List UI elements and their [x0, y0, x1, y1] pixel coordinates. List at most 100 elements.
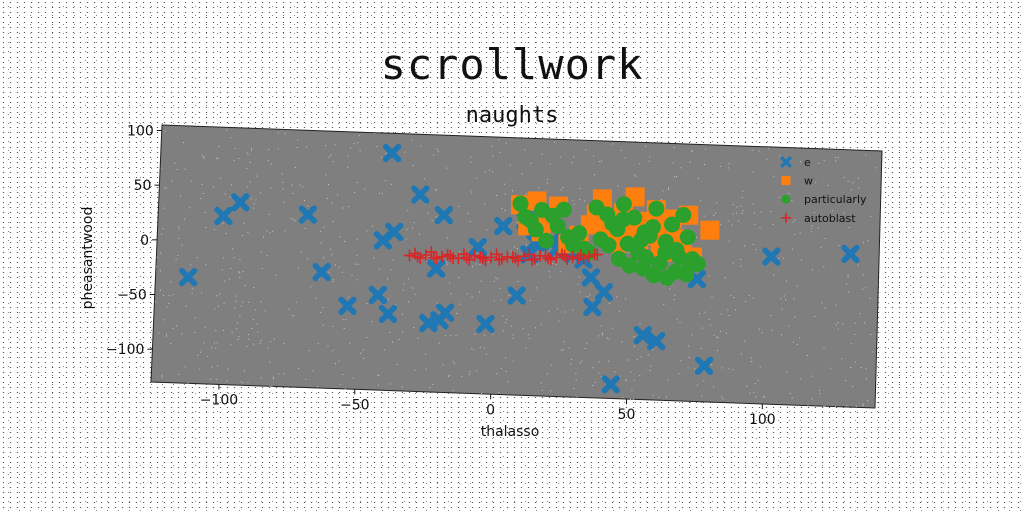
data-point — [512, 254, 524, 267]
data-point — [525, 254, 538, 266]
noise-dot — [831, 210, 833, 212]
noise-dot — [601, 332, 603, 334]
data-point — [588, 248, 601, 261]
noise-dot — [201, 292, 203, 294]
noise-dot — [446, 237, 448, 239]
noise-dot — [781, 334, 782, 336]
noise-dot — [202, 157, 204, 159]
noise-dot — [160, 270, 161, 272]
noise-dot — [704, 164, 705, 165]
noise-dot — [234, 147, 236, 149]
noise-dot — [687, 367, 689, 369]
x-tick-label: 50 — [618, 407, 636, 423]
noise-dot — [330, 154, 332, 156]
noise-dot — [837, 322, 839, 323]
data-point — [479, 254, 492, 267]
noise-dot — [322, 324, 324, 326]
noise-dot — [562, 187, 564, 189]
noise-dot — [546, 373, 548, 375]
noise-dot — [234, 307, 236, 309]
noise-dot — [320, 311, 322, 313]
noise-dot — [740, 265, 742, 267]
noise-dot — [860, 367, 862, 368]
noise-dot — [780, 298, 782, 300]
noise-dot — [446, 167, 448, 169]
noise-dot — [858, 187, 860, 189]
noise-dot — [214, 308, 216, 310]
noise-dot — [189, 207, 191, 209]
noise-dot — [244, 370, 245, 372]
noise-dot — [501, 208, 503, 209]
noise-dot — [447, 263, 449, 265]
noise-dot — [281, 173, 283, 175]
noise-dot — [172, 294, 174, 296]
noise-dot — [176, 325, 178, 327]
noise-dot — [323, 226, 325, 228]
data-point — [496, 253, 508, 265]
noise-dot — [855, 201, 857, 203]
noise-dot — [838, 244, 840, 246]
noise-dot — [401, 386, 403, 388]
noise-dot — [865, 154, 867, 156]
noise-dot — [575, 379, 577, 381]
noise-dot — [852, 386, 854, 387]
noise-dot — [836, 198, 838, 200]
noise-dot — [191, 292, 193, 294]
data-point — [382, 143, 402, 163]
data-point — [619, 235, 636, 252]
noise-dot — [601, 376, 603, 377]
noise-dot — [373, 257, 375, 259]
noise-dot — [761, 332, 763, 334]
noise-dot — [492, 155, 494, 157]
noise-dot — [703, 215, 705, 217]
noise-dot — [573, 203, 575, 205]
noise-dot — [720, 165, 722, 167]
noise-dot — [163, 207, 165, 209]
noise-dot — [617, 185, 619, 187]
noise-dot — [759, 366, 761, 368]
noise-dot — [749, 392, 751, 394]
noise-dot — [524, 149, 526, 151]
noise-dot — [378, 375, 380, 377]
noise-dot — [390, 183, 392, 185]
noise-dot — [338, 266, 340, 268]
noise-dot — [480, 280, 482, 282]
noise-dot — [847, 274, 849, 276]
noise-dot — [766, 158, 768, 160]
noise-dot — [178, 228, 180, 230]
noise-dot — [732, 262, 734, 264]
data-point — [493, 253, 505, 266]
noise-dot — [626, 380, 628, 381]
noise-dot — [432, 383, 434, 385]
noise-dot — [292, 192, 294, 194]
noise-dot — [199, 368, 201, 370]
noise-dot — [177, 255, 179, 256]
noise-dot — [563, 341, 565, 343]
noise-dot — [168, 302, 170, 304]
noise-dot — [738, 220, 740, 222]
noise-dot — [239, 271, 241, 273]
noise-dot — [331, 254, 333, 256]
noise-dot — [203, 156, 205, 158]
noise-dot — [284, 133, 286, 135]
noise-dot — [257, 331, 259, 333]
noise-dot — [269, 386, 271, 387]
noise-dot — [224, 193, 226, 195]
noise-dot — [366, 230, 368, 232]
noise-dot — [764, 396, 766, 398]
noise-dot — [171, 180, 173, 182]
noise-dot — [184, 366, 186, 368]
noise-dot — [823, 159, 825, 161]
noise-dot — [673, 147, 675, 148]
noise-dot — [608, 338, 610, 340]
noise-dot — [160, 252, 162, 254]
noise-dot — [511, 325, 513, 327]
noise-dot — [295, 301, 297, 303]
noise-dot — [713, 386, 715, 388]
noise-dot — [411, 139, 413, 141]
noise-dot — [354, 263, 356, 265]
noise-dot — [214, 229, 216, 231]
noise-dot — [317, 386, 319, 388]
noise-dot — [161, 233, 162, 235]
noise-dot — [396, 363, 398, 365]
